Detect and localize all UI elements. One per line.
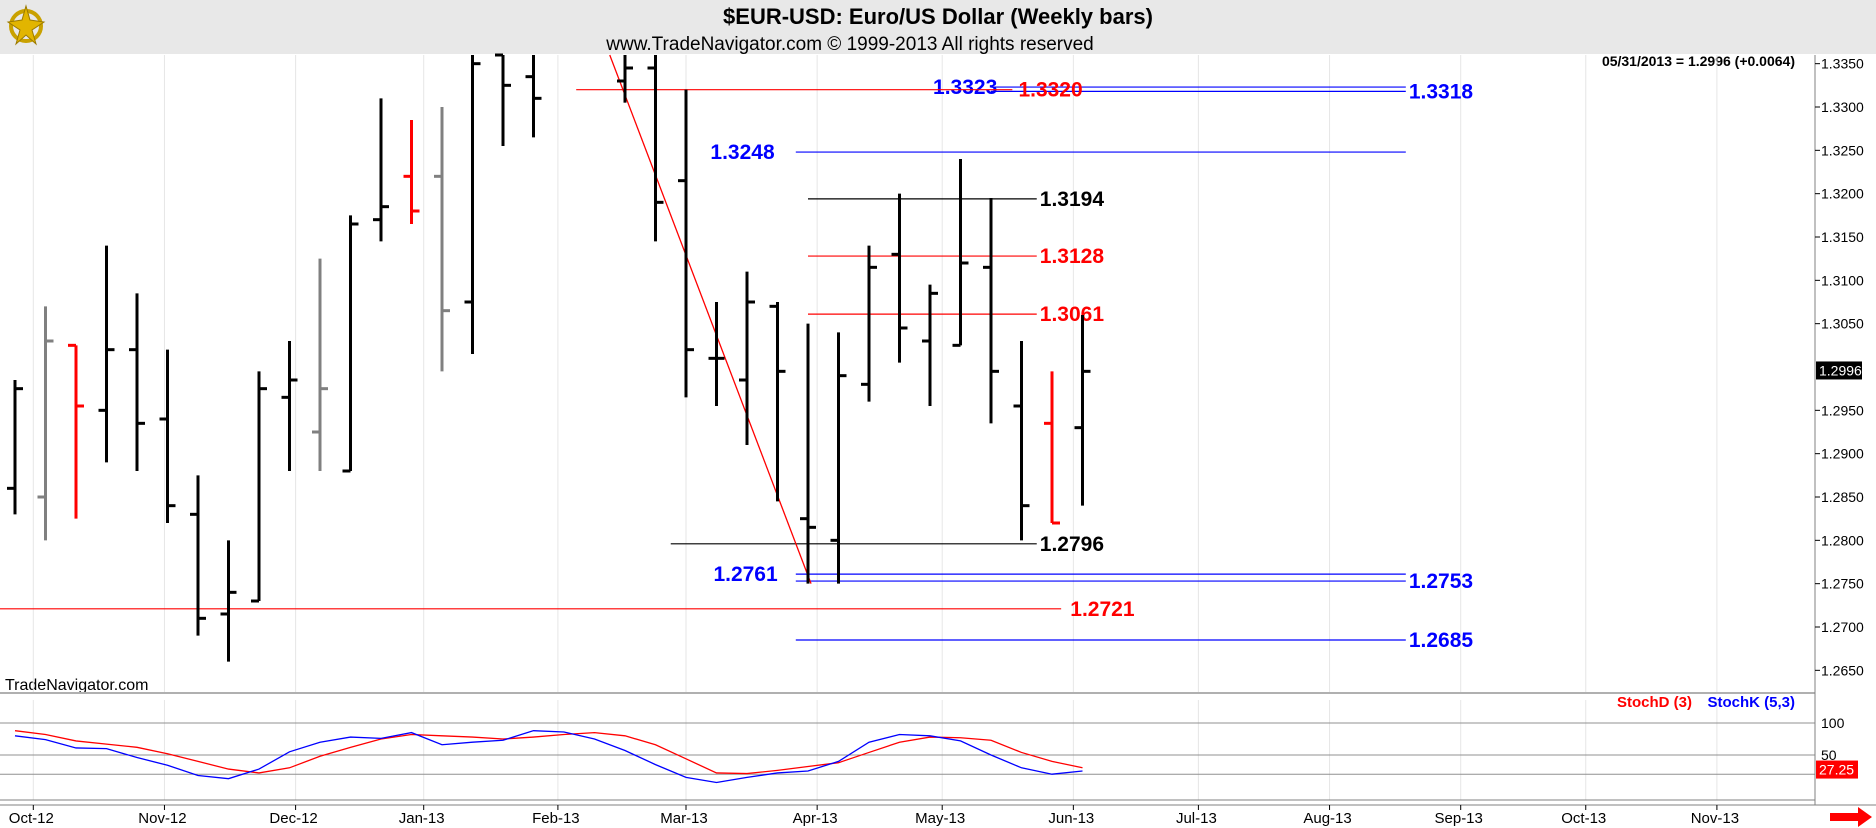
y-tick-label: 1.3200 [1821, 186, 1864, 202]
level-label: 1.3323 [933, 76, 997, 99]
y-tick-label: 1.3350 [1821, 56, 1864, 72]
y-tick-label: 1.3100 [1821, 272, 1864, 288]
ohlc-bar [922, 284, 938, 406]
level-label: 1.3320 [1018, 79, 1082, 102]
legend-stochd: StochD (3) [1617, 694, 1692, 711]
level-lines-layer: 1.3323 1.3318 1.3320 1.3248 1.3194 1.3128 1.30… [0, 54, 1474, 652]
ohlc-bar [159, 349, 176, 523]
y-tick-label: 1.2850 [1821, 489, 1864, 505]
x-tick-label: Nov-13 [1691, 810, 1739, 827]
chart-subtitle: www.TradeNavigator.com © 1999-2013 All r… [605, 34, 1093, 55]
legend-stochk: StochK (5,3) [1707, 694, 1795, 711]
x-tick-label: Oct-13 [1561, 810, 1606, 827]
ohlc-bar [952, 159, 969, 347]
level-label: 1.3128 [1040, 245, 1105, 268]
ohlc-bar [983, 198, 999, 424]
ohlc-bar [98, 245, 115, 463]
ohlc-bar [495, 53, 511, 146]
ohlc-bar [37, 306, 54, 541]
ohlc-bar [312, 258, 328, 471]
x-tick-label: Mar-13 [660, 810, 708, 827]
x-tick-label: Jun-13 [1048, 810, 1094, 827]
level-label: 1.2721 [1070, 598, 1135, 621]
ohlc-bar [739, 271, 755, 445]
x-tick-label: May-13 [915, 810, 965, 827]
stoch-y-tick-label: 100 [1821, 715, 1845, 731]
ohlc-bar [7, 380, 23, 515]
ohlc-bar [861, 245, 877, 402]
ohlc-bar [617, 55, 633, 103]
level-label: 1.3061 [1040, 303, 1105, 326]
stoch-series-d [14, 730, 1083, 775]
current-price-tag: 1.2996 [1819, 362, 1862, 378]
axes-layer: 1.3350 1.3300 1.3250 1.3200 1.3150 1.3100 1.30… [0, 55, 1876, 827]
header-band [0, 0, 1876, 54]
x-tick-label: Nov-12 [138, 810, 186, 827]
stoch-y-tick-label: 50 [1821, 747, 1837, 763]
ohlc-bar [678, 89, 694, 398]
watermark: TradeNavigator.com [5, 677, 148, 694]
ohlc-bar [281, 341, 298, 471]
level-label: 1.3194 [1040, 188, 1105, 211]
y-tick-label: 1.2950 [1821, 402, 1864, 418]
level-label: 1.3318 [1409, 80, 1474, 103]
ohlc-bar [190, 475, 206, 636]
level-label: 1.3248 [710, 141, 775, 164]
level-label: 1.2761 [713, 563, 778, 586]
ohlc-bar [830, 332, 847, 584]
ohlc-bar [251, 371, 267, 603]
ohlc-bar [708, 302, 725, 406]
ohlc-bar [525, 55, 542, 138]
y-tick-label: 1.3050 [1821, 316, 1864, 332]
y-tick-label: 1.2900 [1821, 446, 1864, 462]
ohlc-bar [1013, 341, 1030, 541]
ohlc-bar [434, 107, 450, 372]
ohlc-bar [1074, 315, 1091, 506]
y-tick-label: 1.3150 [1821, 229, 1864, 245]
stoch-value-tag-bg [1816, 760, 1858, 779]
ohlc-bar [403, 120, 420, 224]
x-tick-label: Oct-12 [9, 810, 54, 827]
scroll-right-arrow-icon[interactable] [1830, 807, 1872, 827]
x-tick-label: Aug-13 [1303, 810, 1351, 827]
ohlc-bar [220, 540, 237, 662]
y-tick-label: 1.2800 [1821, 532, 1864, 548]
logo-icon [6, 4, 46, 46]
y-tick-label: 1.2650 [1821, 662, 1864, 678]
y-tick-label: 1.2750 [1821, 576, 1864, 592]
ohlc-bar [769, 302, 786, 502]
stoch-value-tag: 27.25 [1819, 762, 1854, 778]
ohlc-bar [342, 215, 359, 473]
y-tick-label: 1.2700 [1821, 619, 1864, 635]
ohlc-bar [800, 323, 816, 584]
ohlc-bar [891, 193, 908, 363]
level-label: 1.2796 [1040, 533, 1104, 556]
chart-title: $EUR-USD: Euro/US Dollar (Weekly bars) [723, 4, 1153, 29]
ohlc-bar [647, 55, 664, 242]
ohlc-bar [373, 98, 389, 242]
price-bars-layer [7, 53, 1091, 662]
ohlc-bar [1044, 371, 1060, 525]
ohlc-bar [464, 55, 481, 354]
level-label: 1.2685 [1409, 629, 1474, 652]
current-price-tag-bg [1816, 361, 1862, 380]
x-tick-label: Dec-12 [269, 810, 317, 827]
y-tick-label: 1.3300 [1821, 99, 1864, 115]
stochastic-layer [0, 722, 1815, 784]
x-tick-label: Apr-13 [793, 810, 838, 827]
ohlc-bar [68, 343, 84, 519]
x-tick-label: Feb-13 [532, 810, 580, 827]
x-tick-label: Jan-13 [399, 810, 445, 827]
level-label: 1.2753 [1409, 570, 1473, 593]
grid-layer [32, 55, 1718, 800]
x-tick-label: Jul-13 [1176, 810, 1217, 827]
last-quote: 05/31/2013 = 1.2996 (+0.0064) [1602, 53, 1795, 69]
stoch-series-k [14, 730, 1083, 784]
x-tick-label: Sep-13 [1435, 810, 1483, 827]
trendline [609, 54, 812, 584]
y-tick-label: 1.3250 [1821, 142, 1864, 158]
ohlc-bar [129, 293, 145, 471]
